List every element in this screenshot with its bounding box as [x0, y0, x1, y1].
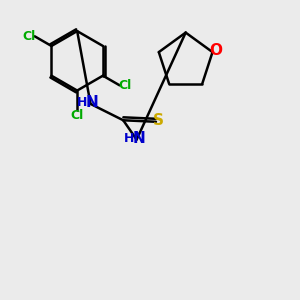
Text: Cl: Cl [23, 30, 36, 43]
Text: Cl: Cl [70, 109, 84, 122]
Text: Cl: Cl [118, 79, 132, 92]
Text: S: S [153, 113, 164, 128]
Text: N: N [86, 95, 98, 110]
Text: H: H [124, 132, 134, 145]
Text: H: H [77, 96, 87, 109]
Text: O: O [210, 43, 223, 58]
Text: N: N [133, 130, 146, 146]
